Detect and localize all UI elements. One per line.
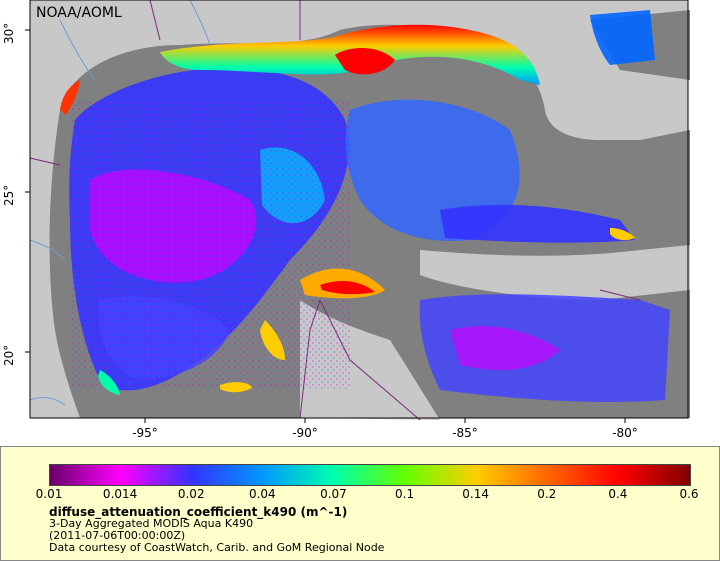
lon-tick-label: -80° — [612, 426, 638, 440]
k490-data-layer — [60, 10, 670, 402]
lon-tick-label: -90° — [292, 426, 318, 440]
colorbar-tick-label: 0.014 — [102, 487, 138, 501]
colorbar-tick-label: 0.07 — [320, 487, 347, 501]
map-panel: NOAA/AOML -95° -90° -85° -80° 30° 25° 20… — [2, 0, 691, 440]
colorbar-tick-label: 0.6 — [679, 487, 699, 501]
lat-tick-label: 25° — [2, 184, 16, 206]
credit-label: NOAA/AOML — [36, 5, 122, 21]
k490-map — [25, 0, 691, 423]
colorbar-tick-label: 0.1 — [395, 487, 415, 501]
rivers — [29, 0, 211, 406]
legend-variable: diffuse_attenuation_coefficient_k490 (m^… — [49, 505, 348, 519]
boundaries — [29, 0, 641, 421]
lon-tick-label: -95° — [132, 426, 158, 440]
colorbar-tick-label: 0.04 — [248, 487, 276, 501]
legend-source: Data courtesy of CoastWatch, Carib. and … — [49, 541, 385, 554]
colorbar-tick-label: 0.4 — [608, 487, 628, 501]
legend-date: (2011-07-06T00:00:00Z) — [49, 529, 186, 542]
colorbar-tick-label: 0.14 — [462, 487, 490, 501]
lat-tick-label: 20° — [2, 344, 16, 366]
legend-product: 3-Day Aggregated MODIS Aqua K490 — [49, 517, 254, 530]
axis-ticks — [25, 29, 626, 423]
lon-tick-label: -85° — [452, 426, 478, 440]
colorbar-tick-label: 0.2 — [537, 487, 557, 501]
legend-panel: 0.01 0.014 0.02 0.04 0.07 0.1 0.14 0.2 0.4 0.6 di… — [0, 446, 720, 561]
colorbar-tick-label: 0.02 — [177, 487, 205, 501]
lat-tick-label: 30° — [2, 22, 16, 44]
colorbar-tick-label: 0.01 — [35, 487, 63, 501]
colorbar — [49, 464, 691, 486]
